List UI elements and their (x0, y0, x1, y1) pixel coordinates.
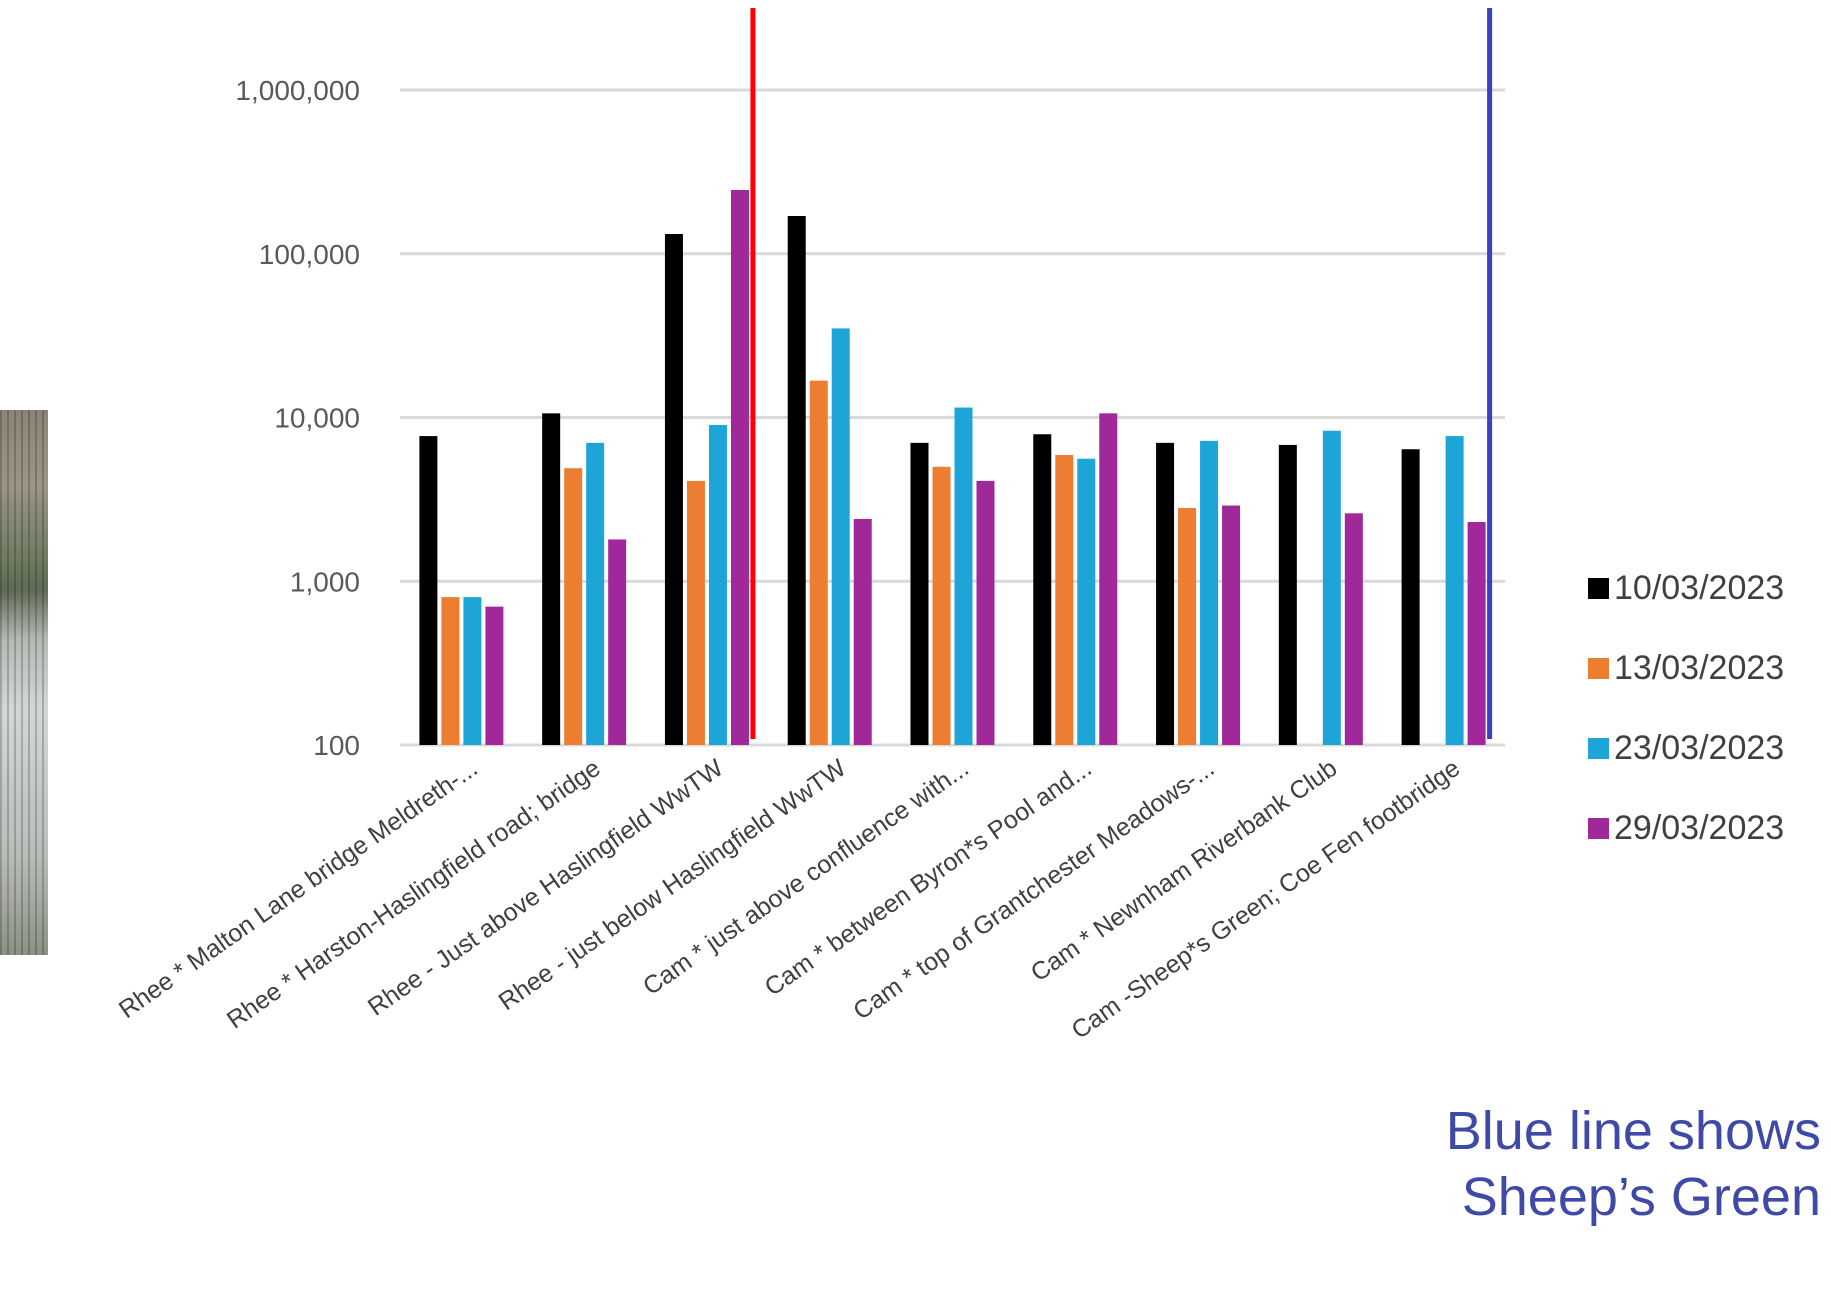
bar (954, 407, 973, 745)
bar (932, 466, 951, 745)
annotation-line-2: Sheep’s Green (1461, 1167, 1821, 1227)
bars (419, 190, 1486, 746)
bar (1344, 513, 1363, 745)
legend: 10/03/2023 13/03/2023 23/03/2023 29/03/2023 (1588, 548, 1784, 868)
bar (1077, 458, 1096, 745)
bar (1156, 442, 1175, 745)
annotation: Blue line shows Sheep’s Green (1446, 1098, 1821, 1230)
gridlines (400, 88, 1505, 747)
bar (809, 380, 828, 745)
bar (708, 424, 727, 745)
bar (1467, 522, 1486, 745)
bar (787, 216, 806, 746)
legend-item: 10/03/2023 (1588, 548, 1784, 628)
legend-item: 23/03/2023 (1588, 708, 1784, 788)
y-axis-tick-labels: 1,000,000 100,000 10,000 1,000 100 (235, 75, 360, 761)
bar (586, 442, 605, 745)
bar (1278, 444, 1297, 745)
y-tick-label: 10,000 (274, 403, 360, 434)
bar (564, 468, 583, 745)
bar (664, 234, 683, 745)
bar (910, 442, 929, 745)
bar (1099, 413, 1118, 745)
legend-swatch (1588, 577, 1609, 599)
bar (542, 413, 561, 745)
bar (730, 190, 749, 745)
legend-label: 10/03/2023 (1614, 568, 1785, 607)
bar (1200, 440, 1219, 745)
y-tick-label: 1,000 (290, 566, 360, 597)
y-tick-label: 1,000,000 (235, 75, 360, 106)
legend-label: 29/03/2023 (1614, 808, 1785, 847)
bar (1322, 430, 1341, 745)
river-photo-image (0, 410, 48, 955)
legend-label: 23/03/2023 (1614, 728, 1785, 767)
legend-item: 13/03/2023 (1588, 628, 1784, 708)
bar (485, 606, 504, 745)
legend-label: 13/03/2023 (1614, 648, 1785, 687)
legend-swatch (1588, 737, 1609, 759)
bar (1222, 505, 1241, 745)
bar (1401, 449, 1420, 745)
bar (1178, 508, 1197, 745)
reference-lines (750, 8, 1493, 739)
y-tick-label: 100 (313, 730, 360, 761)
bar (419, 436, 438, 745)
bar (1055, 455, 1074, 745)
y-tick-label: 100,000 (259, 239, 360, 270)
bar (608, 539, 627, 745)
bar (853, 518, 872, 745)
bar (441, 597, 460, 745)
x-axis-category-labels: Rhee * Malton Lane bridge Meldreth-...Rh… (114, 754, 1465, 1045)
bar (463, 597, 482, 745)
bar (976, 480, 995, 745)
bar (1445, 436, 1464, 745)
annotation-line-1: Blue line shows (1445, 1101, 1821, 1161)
legend-swatch (1588, 657, 1609, 679)
bar (831, 328, 850, 745)
legend-swatch (1588, 817, 1609, 839)
bar (1033, 434, 1052, 745)
bar (686, 480, 705, 745)
legend-item: 29/03/2023 (1588, 788, 1784, 868)
